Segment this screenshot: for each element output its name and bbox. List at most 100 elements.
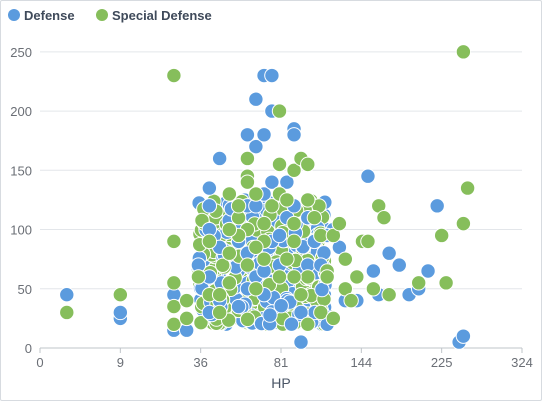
scatter-point[interactable] [166,275,182,291]
scatter-point[interactable] [279,192,295,208]
scatter-point[interactable] [391,257,407,273]
scatter-point[interactable] [256,127,272,143]
scatter-point[interactable] [271,227,288,244]
scatter-point[interactable] [420,263,436,279]
scatter-point[interactable] [166,316,182,333]
scatter-point[interactable] [178,292,195,309]
x-tick-label: 81 [274,355,288,370]
scatter-point[interactable] [59,304,75,321]
scatter-point[interactable] [215,257,231,273]
scatter-point[interactable] [381,245,397,261]
scatter-point[interactable] [433,227,450,244]
scatter-point[interactable] [256,215,272,232]
scatter-point[interactable] [248,186,264,202]
legend-label[interactable]: Special Defense [112,8,212,23]
scatter-point[interactable] [376,209,392,226]
scatter-point[interactable] [455,328,472,344]
scatter-point[interactable] [112,286,129,303]
scatter-point[interactable] [293,286,309,303]
scatter-point[interactable] [293,334,309,350]
scatter-point[interactable] [300,269,316,285]
scatter-point[interactable] [283,316,300,332]
scatter-point[interactable] [248,281,264,297]
scatter-point[interactable] [293,304,309,321]
scatter-point[interactable] [239,127,256,143]
scatter-point[interactable] [331,215,348,232]
scatter-point[interactable] [264,174,280,190]
scatter-point[interactable] [201,233,218,250]
scatter-point[interactable] [279,251,295,267]
scatter-point[interactable] [286,127,302,143]
x-tick-label: 36 [193,355,207,370]
scatter-point[interactable] [166,67,182,84]
scatter-point[interactable] [300,192,316,208]
scatter-point[interactable] [221,221,238,238]
x-axis-ticks: 0 9 36 81 144 225 324 [36,348,533,370]
scatter-point[interactable] [343,292,359,309]
x-tick-label: 9 [117,355,124,370]
scatter-point[interactable] [239,150,256,167]
y-tick-label: 250 [10,45,32,60]
x-tick-label: 0 [36,355,43,370]
scatter-point[interactable] [201,198,218,214]
scatter-point[interactable] [262,307,278,323]
scatter-point[interactable] [271,156,288,173]
scatter-point[interactable] [279,174,295,190]
scatter-point[interactable] [166,233,182,250]
scatter-point[interactable] [306,209,323,226]
scatter-point[interactable] [319,269,335,285]
scatter-point[interactable] [360,233,376,250]
scatter-point[interactable] [211,150,228,167]
scatter-point[interactable] [112,304,129,321]
scatter-point[interactable] [230,298,247,315]
scatter-point[interactable] [337,251,354,267]
scatter-point[interactable] [230,198,247,214]
scatter-point[interactable] [211,286,228,303]
scatter-point[interactable] [429,198,445,214]
x-axis-title: HP [271,375,290,391]
scatter-point[interactable] [166,298,182,315]
scatter-point[interactable] [264,198,280,214]
scatter-point[interactable] [286,215,302,232]
scatter-point[interactable] [300,316,316,333]
y-tick-label: 100 [10,223,32,238]
scatter-point[interactable] [59,286,75,303]
scatter-point[interactable] [239,257,256,273]
scatter-point[interactable] [438,275,454,291]
scatter-point[interactable] [365,263,382,279]
scatter-point[interactable] [271,103,288,119]
scatter-point[interactable] [248,239,264,256]
scatter-point[interactable] [455,44,472,60]
scatter-point[interactable] [365,281,382,297]
scatter-point[interactable] [271,269,288,285]
scatter-point[interactable] [325,310,342,327]
scatter-point[interactable] [360,168,376,184]
legend-label[interactable]: Defense [24,8,75,23]
scatter-point[interactable] [248,138,264,155]
scatter-point[interactable] [264,67,280,84]
scatter-point[interactable] [193,314,209,331]
scatter-point[interactable] [300,156,316,173]
scatter-point[interactable] [201,180,218,196]
scatter-point[interactable] [190,269,207,285]
scatter-point[interactable] [410,275,427,291]
scatter-point[interactable] [221,275,238,291]
x-tick-label: 144 [350,355,372,370]
scatter-point[interactable] [286,269,302,285]
scatter-point[interactable] [286,162,302,179]
scatter-point[interactable] [239,311,256,328]
scatter-point[interactable] [221,186,238,202]
scatter-point[interactable] [313,304,329,321]
scatter-point[interactable] [455,215,472,232]
scatter-point[interactable] [349,269,365,285]
scatter-point[interactable] [273,298,289,314]
scatter-point[interactable] [459,180,476,196]
scatter-point[interactable] [211,304,228,321]
scatter-point[interactable] [221,245,238,261]
scatter-point[interactable] [256,251,272,267]
scatter-point[interactable] [381,286,397,303]
scatter-point[interactable] [286,233,302,250]
scatter-point[interactable] [248,91,264,107]
scatter-point[interactable] [178,310,195,327]
scatter-point[interactable] [239,174,256,190]
